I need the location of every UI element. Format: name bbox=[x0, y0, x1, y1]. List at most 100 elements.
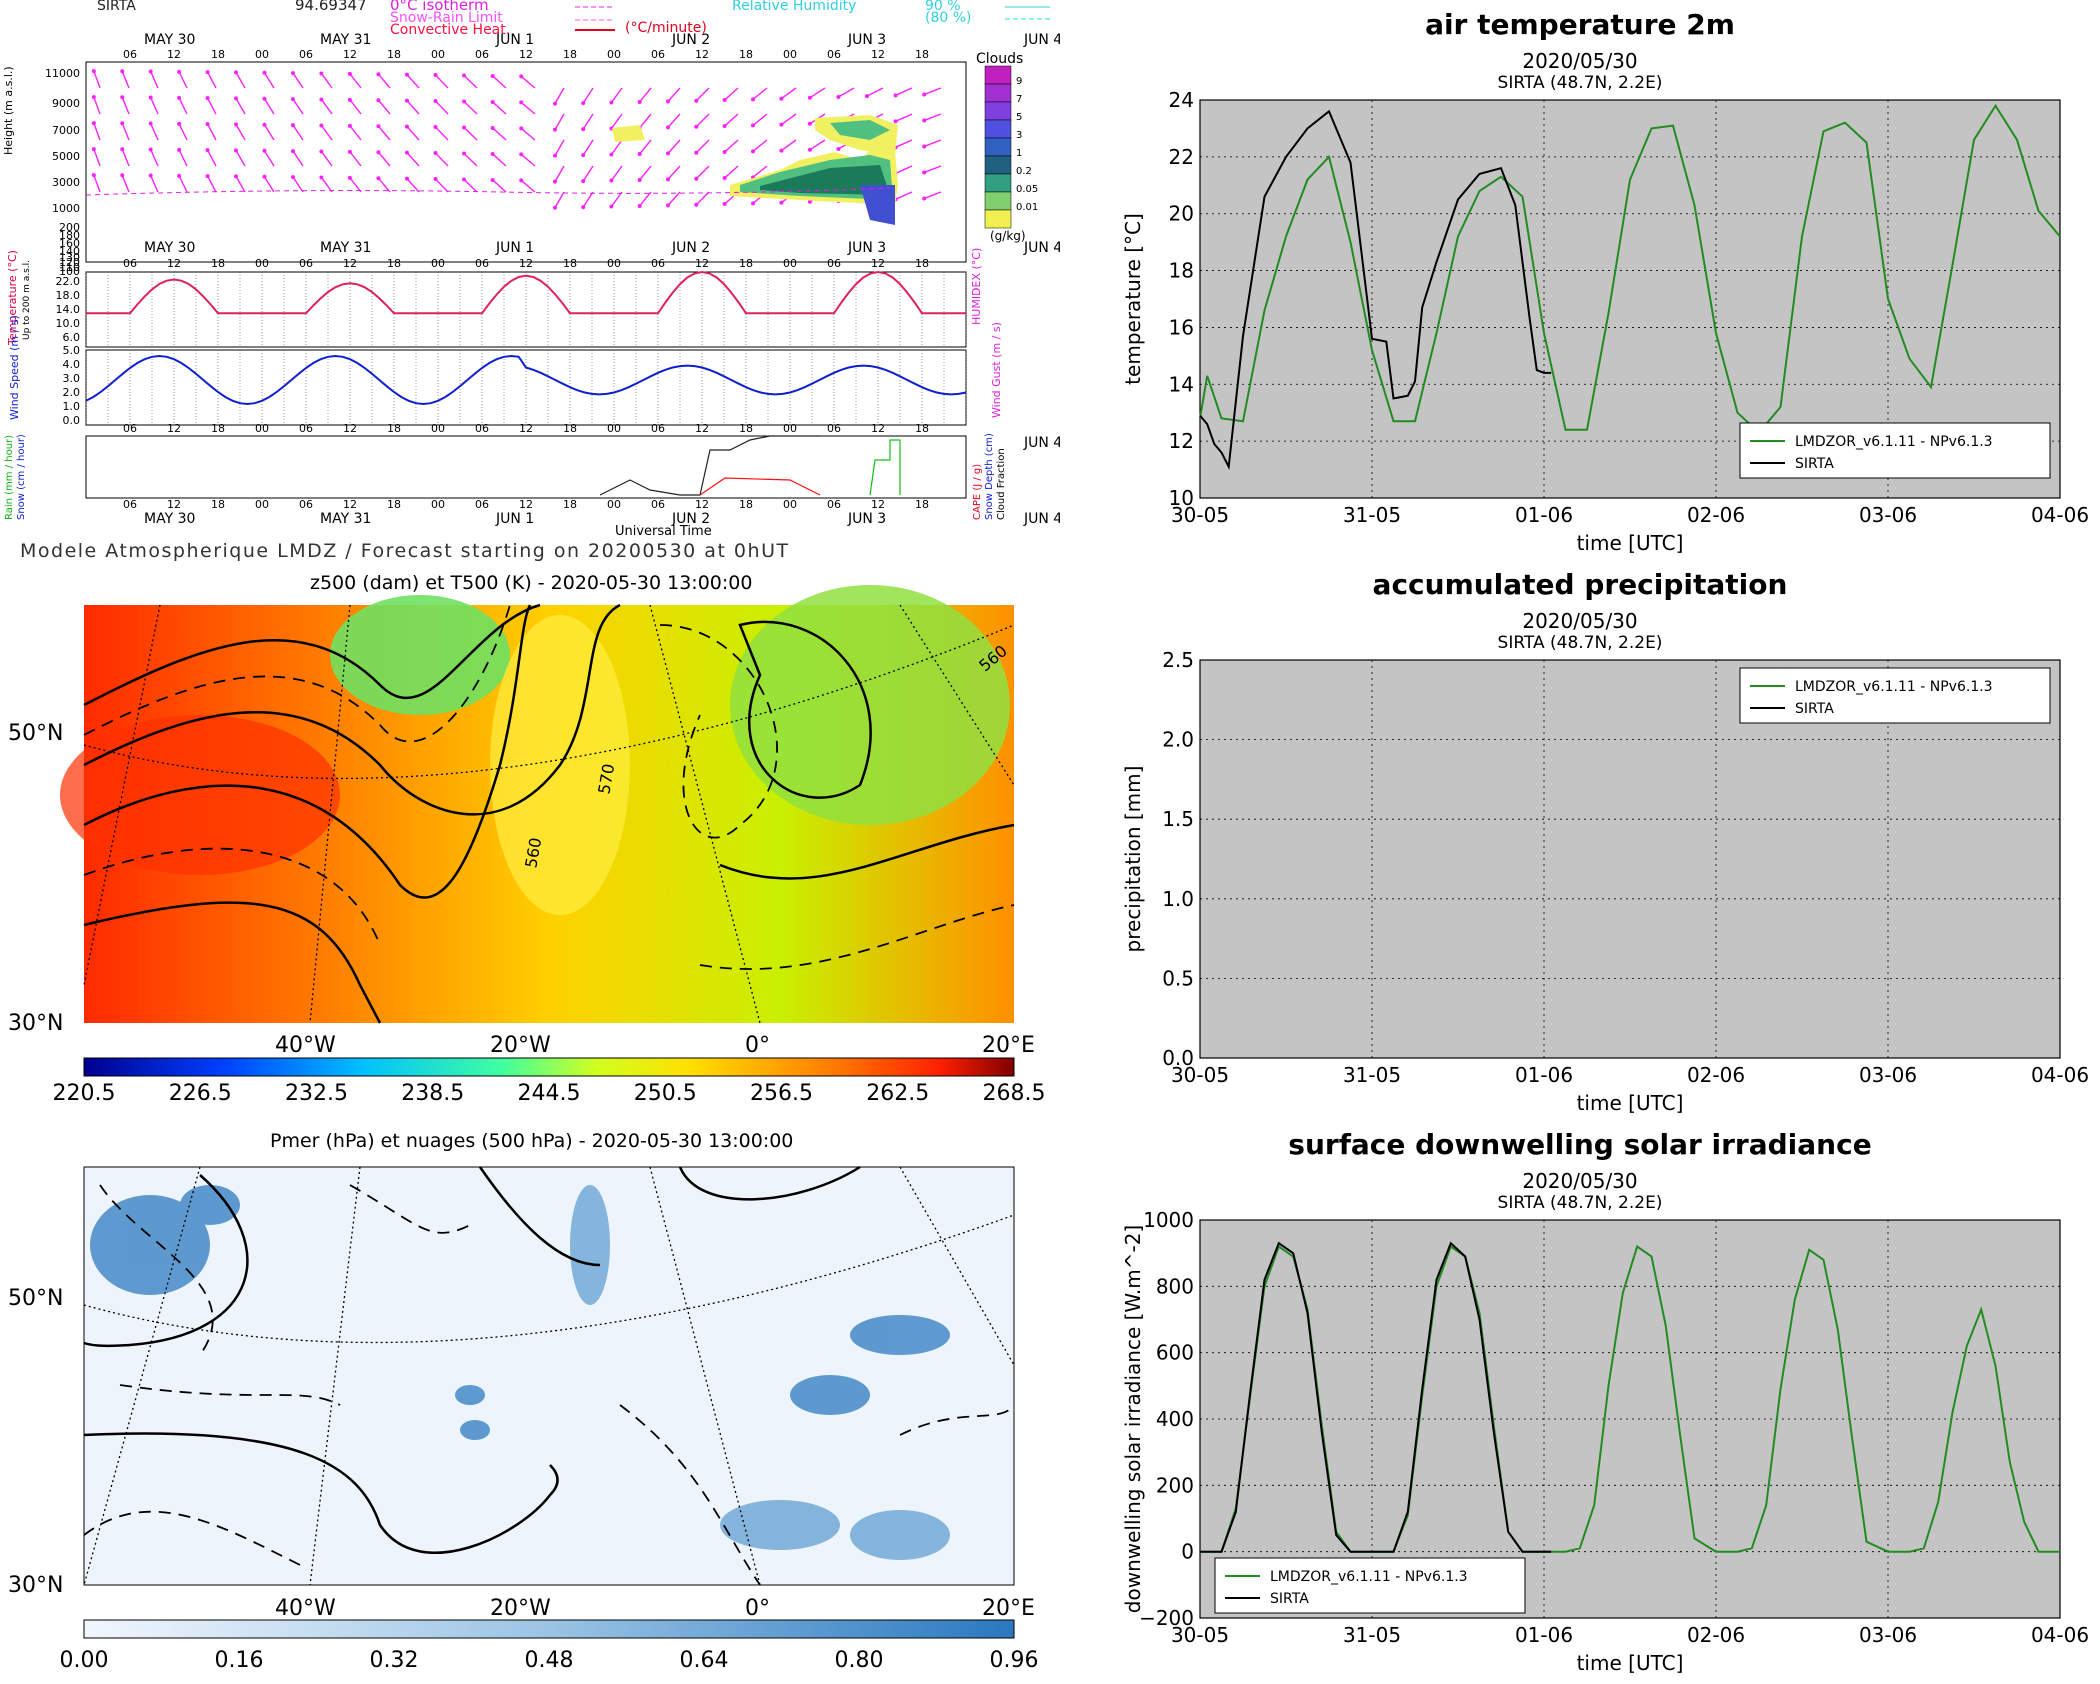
wind-arrow-head bbox=[553, 179, 557, 184]
wind-arrow bbox=[724, 139, 739, 153]
wind-arrow-head bbox=[807, 121, 812, 126]
clouds-colorbar: 9 7 5 3 1 0.2 0.05 0.01 bbox=[984, 65, 1038, 229]
wind-arrow-head bbox=[665, 177, 670, 182]
wind-arrow-head bbox=[120, 95, 125, 100]
wind-arrow bbox=[492, 179, 507, 193]
wind-arrow bbox=[178, 149, 188, 167]
wind-arrow-head bbox=[893, 93, 898, 98]
hour-label: 12 bbox=[695, 422, 709, 435]
wind-arrow bbox=[434, 178, 449, 193]
temp-tick: 10.0 bbox=[56, 317, 81, 330]
day-labels-bottom: MAY 30 06 12 18 00 MAY 31 06 12 18 00 JUN 1 06 12 18 0… bbox=[123, 498, 1062, 527]
wind-arrow-head bbox=[234, 122, 238, 127]
colorbar-tick: 262.5 bbox=[866, 1081, 929, 1105]
wind-arrow bbox=[235, 98, 246, 115]
wind-arrow bbox=[178, 71, 188, 89]
height-tick: 9000 bbox=[52, 97, 80, 110]
map2-lon-40w: 40°W bbox=[275, 1596, 336, 1621]
wind-arrow bbox=[492, 101, 507, 115]
wind-arrow bbox=[667, 139, 681, 154]
wind-arrow-head bbox=[376, 124, 381, 129]
wind-arrow bbox=[434, 74, 449, 89]
y-tick-label: 1000 bbox=[1143, 1208, 1194, 1232]
hour-label: 06 bbox=[827, 48, 841, 61]
hour-label: 12 bbox=[343, 498, 357, 511]
wind-arrow bbox=[895, 165, 913, 174]
wind-arrow-head bbox=[490, 125, 495, 130]
temp-tick: 22.0 bbox=[56, 275, 81, 288]
wind-arrow-head bbox=[433, 73, 438, 78]
map2-lat-50: 50°N bbox=[8, 1286, 63, 1311]
chart-title: surface downwelling solar irradiance bbox=[1288, 1128, 1871, 1161]
cloud-tick: 5 bbox=[1016, 112, 1022, 123]
wind-arrow bbox=[639, 191, 652, 207]
rain-line bbox=[699, 477, 821, 496]
chart-subtitle: 2020/05/30 bbox=[1522, 1169, 1637, 1193]
hour-label: 06 bbox=[299, 498, 313, 511]
x-tick-label: 03-06 bbox=[1859, 1623, 1917, 1647]
wind-tick: 1.0 bbox=[63, 400, 81, 413]
wind-arrow-head bbox=[347, 71, 352, 76]
wind-arrow bbox=[554, 113, 565, 130]
wind-arrow-head bbox=[665, 151, 670, 156]
day-label: JUN 2 bbox=[671, 32, 710, 48]
day-label: JUN 4 bbox=[1023, 32, 1060, 48]
wind-arrow-head bbox=[637, 177, 642, 182]
colorbar-tick: 220.5 bbox=[53, 1081, 116, 1105]
chart-title: air temperature 2m bbox=[1425, 8, 1735, 41]
wind-arrow bbox=[752, 139, 768, 152]
wind-arrow-head bbox=[376, 176, 381, 181]
day-label: JUN 3 bbox=[847, 32, 886, 48]
meteogram-footer: Modele Atmospherique LMDZ / Forecast sta… bbox=[20, 540, 790, 562]
wind-arrow-head bbox=[519, 152, 524, 157]
y-tick-label: 20 bbox=[1169, 202, 1194, 226]
day-label: JUN 2 bbox=[671, 240, 710, 256]
wind-arrow bbox=[781, 113, 797, 126]
wind-arrow-head bbox=[262, 122, 267, 127]
colorbar-tick: 250.5 bbox=[634, 1081, 697, 1105]
y-tick-label: 16 bbox=[1169, 315, 1194, 339]
x-tick-label: 30-05 bbox=[1171, 1063, 1229, 1087]
map2-dashed-contours bbox=[83, 1184, 1015, 1586]
wind-arrow bbox=[377, 125, 391, 141]
wind-arrow bbox=[520, 101, 536, 115]
wind-tick: 4.0 bbox=[63, 358, 81, 371]
temperature-ticks: 22.018.014.010.06.0 bbox=[56, 275, 81, 344]
wind-arrow bbox=[206, 149, 217, 167]
wind-arrow-head bbox=[519, 126, 524, 131]
map2-panel: Pmer (hPa) et nuages (500 hPa) - 2020-05… bbox=[0, 1105, 1060, 1680]
wind-arrow-head bbox=[290, 97, 295, 102]
map1-colorbar-labels: 220.5 226.5 232.5 238.5 244.5 250.5 256.5 262.5… bbox=[53, 1081, 1046, 1106]
hour-label: 00 bbox=[607, 498, 621, 511]
wind-arrow bbox=[610, 191, 623, 207]
legend-label: SIRTA bbox=[1270, 1591, 1309, 1607]
hour-label: 06 bbox=[123, 257, 137, 270]
wind-arrow-head bbox=[581, 153, 586, 158]
hour-label: 12 bbox=[167, 498, 181, 511]
y-axis-label: temperature [°C] bbox=[1121, 213, 1145, 385]
wind-arrow bbox=[178, 175, 188, 193]
map2-graticule bbox=[83, 1166, 1015, 1586]
day-label: JUN 1 bbox=[495, 511, 534, 527]
wind-arrow-head bbox=[665, 203, 670, 208]
wind-arrow-head bbox=[91, 121, 96, 126]
wind-arrow bbox=[639, 165, 652, 181]
day-label: MAY 30 bbox=[144, 32, 195, 48]
wind-arrow-head bbox=[433, 177, 438, 182]
x-tick-label: 31-05 bbox=[1343, 1623, 1401, 1647]
hour-label: 18 bbox=[211, 48, 225, 61]
wind-arrow-head bbox=[637, 151, 642, 156]
hour-label: 00 bbox=[255, 48, 269, 61]
colorbar-tick: 226.5 bbox=[169, 1081, 232, 1105]
wind-arrow-head bbox=[581, 205, 586, 210]
hour-label: 06 bbox=[123, 422, 137, 435]
legend-rh80: (80 %) bbox=[925, 10, 972, 26]
wind-arrow-head bbox=[807, 147, 812, 152]
wind-arrow bbox=[809, 139, 826, 151]
wind-arrow bbox=[320, 73, 333, 89]
chart-subtitle: 2020/05/30 bbox=[1522, 49, 1637, 73]
y-axis-label: precipitation [mm] bbox=[1121, 766, 1145, 953]
wind-arrow-head bbox=[148, 147, 153, 152]
wind-arrow-head bbox=[581, 101, 586, 106]
